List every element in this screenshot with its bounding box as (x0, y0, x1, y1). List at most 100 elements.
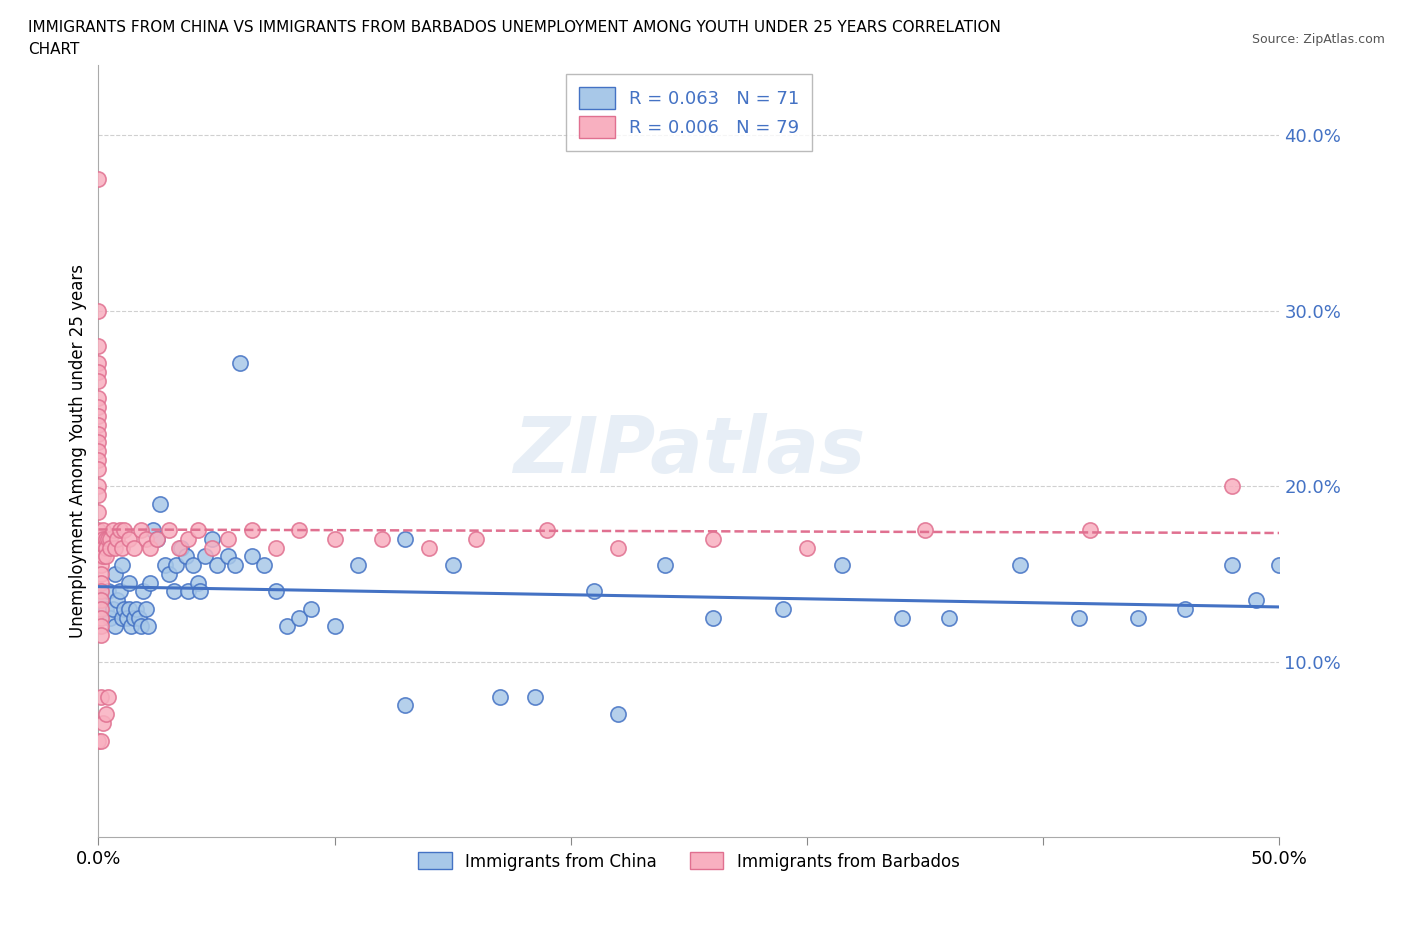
Point (90, 619, 112, 634)
Point (87, 303, 110, 318)
Point (121, 619, 143, 634)
Point (489, 689, 512, 704)
Point (90, 733, 112, 748)
Point (112, 523, 135, 538)
Point (97, 689, 120, 704)
Point (91, 540, 114, 555)
Point (101, 602, 124, 617)
Point (276, 619, 298, 634)
Point (122, 610, 145, 625)
Point (97, 531, 120, 546)
Point (167, 540, 190, 555)
Point (772, 602, 794, 617)
Text: IMMIGRANTS FROM CHINA VS IMMIGRANTS FROM BARBADOS UNEMPLOYMENT AMONG YOUTH UNDER: IMMIGRANTS FROM CHINA VS IMMIGRANTS FROM… (28, 20, 1001, 35)
Point (187, 575, 209, 590)
Point (90, 689, 112, 704)
Point (87, 408, 110, 423)
Point (702, 531, 724, 546)
Point (583, 584, 606, 599)
Point (1080, 523, 1102, 538)
Point (174, 549, 197, 564)
Point (94, 549, 117, 564)
Point (87, 733, 110, 748)
Point (87, 426, 110, 441)
Point (105, 531, 128, 546)
Point (104, 566, 127, 581)
Point (371, 531, 394, 546)
Point (264, 584, 287, 599)
Point (90, 549, 112, 564)
Point (112, 602, 135, 617)
Point (87, 356, 110, 371)
Point (129, 619, 152, 634)
Point (91, 715, 114, 730)
Point (91, 531, 114, 546)
Legend: Immigrants from China, Immigrants from Barbados: Immigrants from China, Immigrants from B… (411, 844, 967, 879)
Point (394, 531, 416, 546)
Point (157, 566, 180, 581)
Point (607, 540, 630, 555)
Point (90, 575, 112, 590)
Point (108, 523, 131, 538)
Point (1008, 558, 1031, 573)
Point (90, 540, 112, 555)
Point (94, 707, 117, 722)
Point (90, 628, 112, 643)
Point (165, 558, 187, 573)
Point (1244, 592, 1267, 607)
Point (136, 619, 159, 634)
Point (125, 602, 148, 617)
Point (91, 549, 114, 564)
Text: CHART: CHART (28, 42, 80, 57)
Point (938, 610, 960, 625)
Point (914, 523, 936, 538)
Point (87, 400, 110, 415)
Point (90, 592, 112, 607)
Point (177, 531, 200, 546)
Point (194, 549, 217, 564)
Point (129, 523, 152, 538)
Point (288, 610, 311, 625)
Point (118, 575, 141, 590)
Point (240, 549, 263, 564)
Point (524, 689, 547, 704)
Point (201, 531, 224, 546)
Point (796, 540, 818, 555)
Point (90, 592, 112, 607)
Point (105, 592, 128, 607)
Point (1067, 610, 1090, 625)
Point (299, 602, 322, 617)
Text: Source: ZipAtlas.com: Source: ZipAtlas.com (1251, 33, 1385, 46)
Point (132, 584, 155, 599)
Point (288, 523, 311, 538)
Point (146, 531, 169, 546)
Point (118, 602, 141, 617)
Point (187, 523, 209, 538)
Point (87, 374, 110, 389)
Point (890, 610, 912, 625)
Point (87, 339, 110, 353)
Point (240, 523, 263, 538)
Point (394, 698, 416, 713)
Point (87, 391, 110, 405)
Point (122, 540, 145, 555)
Point (87, 531, 110, 546)
Point (90, 602, 112, 617)
Point (323, 531, 346, 546)
Point (98, 540, 121, 555)
Point (654, 558, 676, 573)
Y-axis label: Unemployment Among Youth under 25 years: Unemployment Among Youth under 25 years (69, 264, 87, 638)
Point (1268, 558, 1291, 573)
Point (607, 707, 630, 722)
Point (115, 610, 138, 625)
Point (702, 610, 724, 625)
Point (1174, 602, 1197, 617)
Point (1220, 479, 1243, 494)
Point (128, 610, 150, 625)
Point (118, 531, 141, 546)
Point (111, 610, 134, 625)
Point (94, 602, 117, 617)
Point (157, 523, 180, 538)
Point (97, 584, 120, 599)
Point (87, 487, 110, 502)
